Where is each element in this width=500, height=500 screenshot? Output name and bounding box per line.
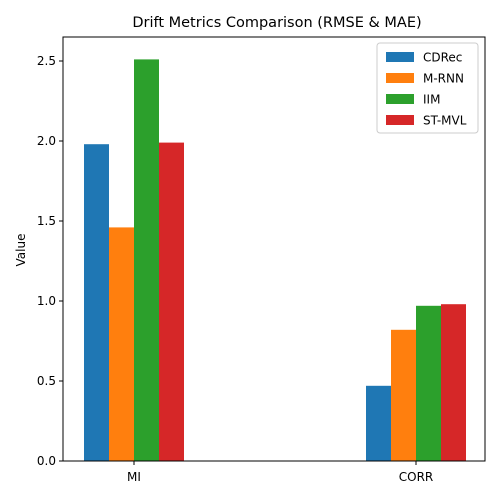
- legend-label-cdrec: CDRec: [423, 51, 462, 65]
- bar-cdrec-mi: [84, 144, 109, 461]
- bar-m-rnn-corr: [391, 330, 416, 461]
- bar-st-mvl-mi: [159, 143, 184, 461]
- bar-cdrec-corr: [366, 386, 391, 461]
- y-axis-ticks: 0.0 0.5 1.0 1.5 2.0 2.5: [37, 54, 63, 468]
- legend: CDRec M-RNN IIM ST-MVL: [377, 43, 478, 133]
- legend-swatch-m-rnn: [386, 73, 414, 83]
- bar-m-rnn-mi: [109, 227, 134, 461]
- legend-swatch-st-mvl: [386, 115, 414, 125]
- bar-iim-corr: [416, 306, 441, 461]
- legend-label-iim: IIM: [423, 93, 440, 107]
- x-tick-label: MI: [127, 470, 141, 484]
- bar-iim-mi: [134, 59, 159, 461]
- x-axis-ticks: MI CORR: [127, 461, 433, 484]
- bar-st-mvl-corr: [441, 304, 466, 461]
- x-tick-label: CORR: [399, 470, 434, 484]
- y-axis-label: Value: [14, 234, 28, 267]
- legend-swatch-iim: [386, 94, 414, 104]
- y-tick-label: 1.0: [37, 294, 56, 308]
- y-tick-label: 2.5: [37, 54, 56, 68]
- y-tick-label: 0.5: [37, 374, 56, 388]
- legend-label-m-rnn: M-RNN: [423, 72, 464, 86]
- y-tick-label: 0.0: [37, 454, 56, 468]
- legend-label-st-mvl: ST-MVL: [423, 114, 467, 128]
- y-tick-label: 1.5: [37, 214, 56, 228]
- chart-title: Drift Metrics Comparison (RMSE & MAE): [132, 15, 421, 31]
- legend-swatch-cdrec: [386, 52, 414, 62]
- y-tick-label: 2.0: [37, 134, 56, 148]
